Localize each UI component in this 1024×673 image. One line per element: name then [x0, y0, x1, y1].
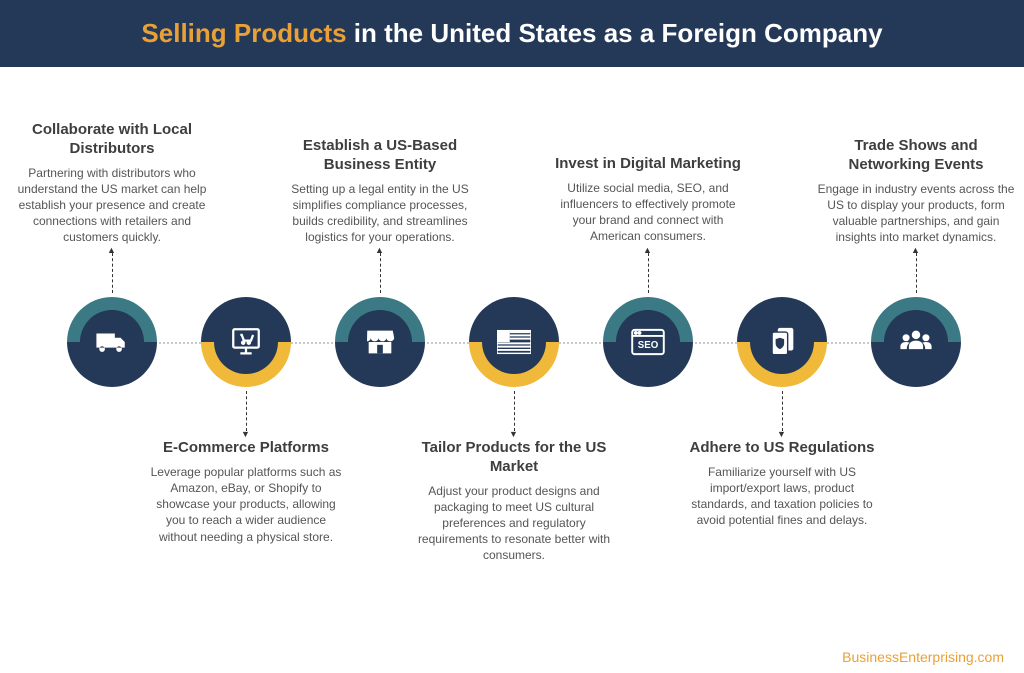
- step-title: Tailor Products for the US Market: [414, 439, 614, 477]
- connector-arrow: [916, 253, 917, 293]
- infographic-canvas: Collaborate with Local Distributors Partn…: [0, 67, 1024, 627]
- step-node-6: [737, 297, 827, 387]
- step-desc: Familiarize yourself with US import/expo…: [682, 464, 882, 529]
- storefront-icon: [348, 310, 412, 374]
- shield-doc-icon: [750, 310, 814, 374]
- step-text-2: E-Commerce Platforms Leverage popular pla…: [146, 439, 346, 545]
- step-desc: Utilize social media, SEO, and influence…: [548, 180, 748, 245]
- connector-arrow: [782, 391, 783, 431]
- step-title: Collaborate with Local Distributors: [12, 121, 212, 159]
- step-title: Adhere to US Regulations: [682, 439, 882, 458]
- step-node-3: [335, 297, 425, 387]
- truck-icon: [80, 310, 144, 374]
- header-accent: Selling Products: [141, 18, 346, 48]
- step-desc: Engage in industry events across the US …: [816, 181, 1016, 246]
- step-text-5: Invest in Digital Marketing Utilize socia…: [548, 155, 748, 245]
- people-icon: [884, 310, 948, 374]
- step-node-2: [201, 297, 291, 387]
- step-node-1: [67, 297, 157, 387]
- step-title: Invest in Digital Marketing: [548, 155, 748, 174]
- step-title: Establish a US-Based Business Entity: [280, 137, 480, 175]
- step-node-5: SEO: [603, 297, 693, 387]
- step-node-7: [871, 297, 961, 387]
- svg-text:SEO: SEO: [638, 340, 659, 351]
- step-node-4: [469, 297, 559, 387]
- step-desc: Leverage popular platforms such as Amazo…: [146, 464, 346, 545]
- header-plain: in the United States as a Foreign Compan…: [347, 18, 883, 48]
- step-text-1: Collaborate with Local Distributors Partn…: [12, 121, 212, 245]
- connector-arrow: [112, 253, 113, 293]
- step-title: Trade Shows and Networking Events: [816, 137, 1016, 175]
- connector-arrow: [514, 391, 515, 431]
- header-bar: Selling Products in the United States as…: [0, 0, 1024, 67]
- step-desc: Adjust your product designs and packagin…: [414, 483, 614, 564]
- seo-icon: SEO: [616, 310, 680, 374]
- connector-arrow: [380, 253, 381, 293]
- flag-icon: [482, 310, 546, 374]
- connector-arrow: [246, 391, 247, 431]
- step-text-7: Trade Shows and Networking Events Engage …: [816, 137, 1016, 245]
- connector-arrow: [648, 253, 649, 293]
- step-desc: Setting up a legal entity in the US simp…: [280, 181, 480, 246]
- step-text-4: Tailor Products for the US Market Adjust …: [414, 439, 614, 563]
- step-title: E-Commerce Platforms: [146, 439, 346, 458]
- cart-screen-icon: [214, 310, 278, 374]
- footer-link[interactable]: BusinessEnterprising.com: [842, 649, 1004, 665]
- step-text-3: Establish a US-Based Business Entity Sett…: [280, 137, 480, 245]
- step-text-6: Adhere to US Regulations Familiarize your…: [682, 439, 882, 529]
- step-desc: Partnering with distributors who underst…: [12, 165, 212, 246]
